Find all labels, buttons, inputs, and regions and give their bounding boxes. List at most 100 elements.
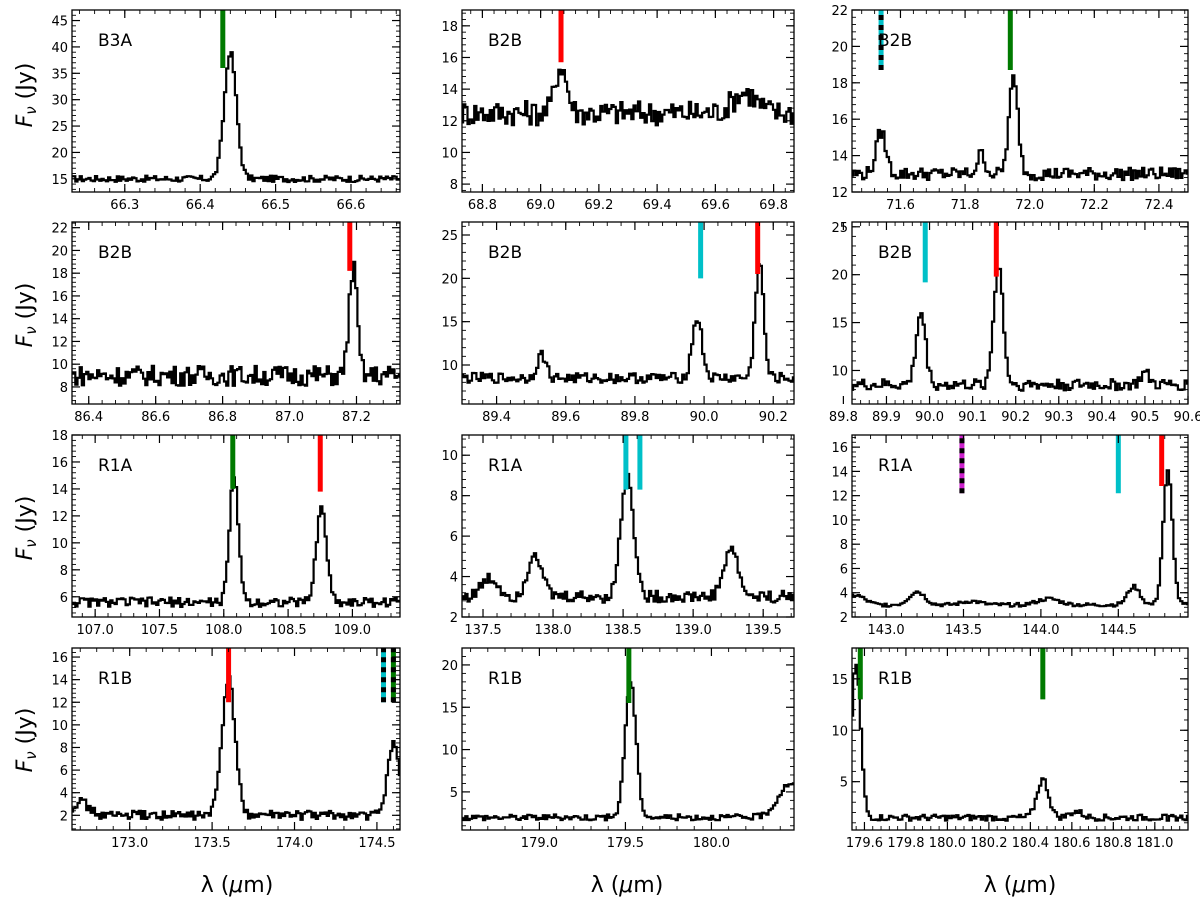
panel-label: B2B (488, 243, 522, 263)
x-tick-label: 86.6 (141, 410, 170, 425)
panel-4: 86.4 86.6 86.8 87.0 87.2 8 10 12 14 16 18 20 22 B2B (51, 221, 401, 425)
x-tick-label: 72.0 (1015, 198, 1044, 213)
y-tick-label: 20 (51, 146, 68, 161)
x-tick-label: 180.8 (1095, 836, 1132, 851)
y-tick-label: 10 (51, 358, 68, 373)
x-tick-label: 173.5 (193, 836, 230, 851)
y-tick-label: 12 (51, 696, 68, 711)
panel-label: R1A (98, 456, 133, 476)
x-tick-label: 138.0 (534, 623, 571, 638)
x-tick-label: 90.3 (1044, 410, 1073, 425)
x-tick-label: 180.0 (693, 836, 730, 851)
x-tick-label: 69.8 (759, 198, 788, 213)
y-tick-label: 6 (450, 530, 458, 545)
axes-frame (851, 9, 1189, 193)
y-tick-label: 12 (831, 490, 848, 505)
y-tick-label: 18 (441, 20, 458, 35)
panel-label: B3A (98, 31, 132, 51)
x-tick-label: 69.4 (643, 198, 672, 213)
x-tick-label: 143.5 (945, 623, 982, 638)
x-tick-label: 71.8 (951, 198, 980, 213)
y-tick-label: 18 (51, 267, 68, 282)
x-tick-label: 179.5 (607, 836, 644, 851)
y-tick-label: 4 (450, 571, 458, 586)
panel-label: B2B (878, 31, 912, 51)
y-tick-label: 12 (831, 186, 848, 201)
x-tick-label: 86.4 (74, 410, 103, 425)
x-tick-label: 69.6 (701, 198, 730, 213)
panel-label: R1A (878, 456, 913, 476)
y-tick-label: 15 (441, 701, 458, 716)
spectrum-line (852, 663, 1188, 822)
x-tick-label: 137.5 (464, 623, 501, 638)
y-tick-label: 15 (51, 173, 68, 188)
y-tick-label: 10 (441, 449, 458, 464)
x-tick-label: 139.5 (745, 623, 782, 638)
axes-frame (461, 647, 795, 831)
y-tick-label: 8 (60, 381, 68, 396)
y-tick-label: 16 (441, 51, 458, 66)
y-tick-label: 8 (450, 178, 458, 193)
y-axis-label-row4: Fν (Jy) (13, 708, 40, 773)
y-tick-label: 30 (51, 94, 68, 109)
spectrum-line (462, 470, 794, 604)
y-tick-label: 6 (60, 764, 68, 779)
y-tick-label: 15 (441, 316, 458, 331)
spectrum-line (852, 469, 1188, 608)
x-tick-label: 90.4 (1087, 410, 1116, 425)
panel-6: 89.8 89.9 90.0 90.1 90.2 90.3 90.4 90.5 90.6 10 15… (829, 221, 1200, 425)
x-tick-label: 87.0 (275, 410, 304, 425)
x-tick-label: 66.6 (337, 198, 366, 213)
y-tick-label: 2 (840, 611, 848, 626)
x-tick-label: 180.2 (970, 836, 1007, 851)
y-tick-label: 12 (51, 335, 68, 350)
x-tick-label: 90.6 (1174, 410, 1200, 425)
panel-8: 137.5 138.0 138.5 139.0 139.5 2 4 6 8 10 R1A (441, 434, 795, 638)
x-tick-label: 138.5 (604, 623, 641, 638)
x-axis-label-col2: λ (μm) (591, 873, 664, 898)
x-tick-label: 180.6 (1053, 836, 1090, 851)
y-tick-label: 10 (51, 719, 68, 734)
x-tick-label: 69.0 (526, 198, 555, 213)
y-tick-label: 2 (60, 809, 68, 824)
x-tick-label: 90.0 (690, 410, 719, 425)
x-axis-label-col1: λ (μm) (201, 873, 274, 898)
y-tick-label: 15 (831, 673, 848, 688)
y-tick-label: 25 (441, 229, 458, 244)
panel-label: R1A (488, 456, 523, 476)
x-tick-label: 90.5 (1130, 410, 1159, 425)
y-tick-label: 16 (51, 290, 68, 305)
y-axis-label-row2: Fν (Jy) (13, 283, 40, 348)
panel-3: 71.6 71.8 72.0 72.2 72.4 12 14 16 18 20 22 B2B (831, 4, 1189, 213)
x-tick-label: 90.1 (958, 410, 987, 425)
y-tick-label: 25 (51, 120, 68, 135)
y-tick-label: 16 (51, 456, 68, 471)
y-tick-label: 15 (831, 317, 848, 332)
y-tick-label: 12 (441, 115, 458, 130)
svg-text:Fν (Jy): Fν (Jy) (13, 708, 40, 773)
x-tick-label: 173.0 (111, 836, 148, 851)
x-tick-label: 180.0 (929, 836, 966, 851)
y-tick-label: 4 (60, 787, 68, 802)
panel-label: B2B (98, 243, 132, 263)
y-tick-label: 14 (51, 674, 68, 689)
panel-7: 107.0 107.5 108.0 108.5 109.0 6 8 10 12 14 16 18 R1A (51, 429, 401, 638)
axes-frame (851, 647, 1189, 831)
panel-9: 143.0 143.5 144.0 144.5 2 4 6 8 10 12 14 16 R1A (831, 434, 1189, 638)
x-tick-label: 180.4 (1012, 836, 1049, 851)
y-tick-label: 10 (441, 359, 458, 374)
y-tick-label: 10 (441, 744, 458, 759)
x-tick-label: 174.5 (358, 836, 395, 851)
x-tick-label: 144.0 (1022, 623, 1059, 638)
y-tick-label: 18 (51, 429, 68, 444)
x-tick-label: 174.0 (276, 836, 313, 851)
panel-label: R1B (488, 669, 522, 689)
x-tick-label: 90.2 (1001, 410, 1030, 425)
spectrum-line (462, 681, 794, 822)
y-tick-label: 6 (840, 562, 848, 577)
y-tick-label: 4 (840, 587, 848, 602)
panel-2: 68.8 69.0 69.2 69.4 69.6 69.8 8 10 12 14 16 18 B2B (441, 9, 795, 213)
y-tick-label: 12 (51, 510, 68, 525)
x-tick-label: 72.4 (1144, 198, 1173, 213)
y-tick-label: 2 (450, 611, 458, 626)
